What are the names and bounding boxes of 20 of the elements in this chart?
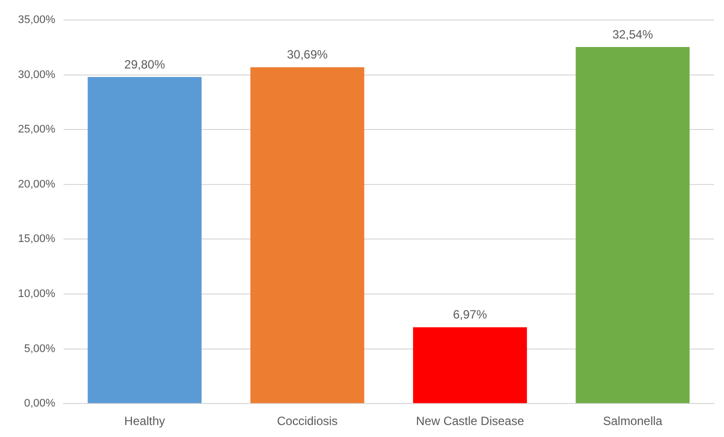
x-tick-label: New Castle Disease — [416, 414, 524, 428]
bar — [88, 76, 202, 404]
data-label: 29,80% — [124, 57, 166, 72]
y-tick-label: 20,00% — [18, 178, 56, 190]
x-tick-label: Coccidiosis — [276, 414, 338, 428]
bar — [576, 46, 690, 404]
y-tick-label: 30,00% — [18, 68, 56, 81]
y-tick-label: 0,00% — [24, 398, 56, 410]
y-tick-label: 10,00% — [18, 288, 56, 300]
data-label: 6,97% — [452, 308, 488, 322]
y-tick-label: 35,00% — [18, 14, 56, 26]
data-label: 30,69% — [286, 48, 328, 62]
y-tick-label: 25,00% — [18, 124, 56, 136]
x-tick-label: Healthy — [124, 414, 165, 428]
x-tick-label: Salmonella — [602, 414, 663, 428]
data-label: 32,54% — [612, 27, 654, 42]
bar — [413, 327, 527, 404]
y-tick-label: 5,00% — [24, 342, 56, 355]
bar — [250, 67, 364, 404]
y-tick-label: 15,00% — [18, 233, 56, 246]
